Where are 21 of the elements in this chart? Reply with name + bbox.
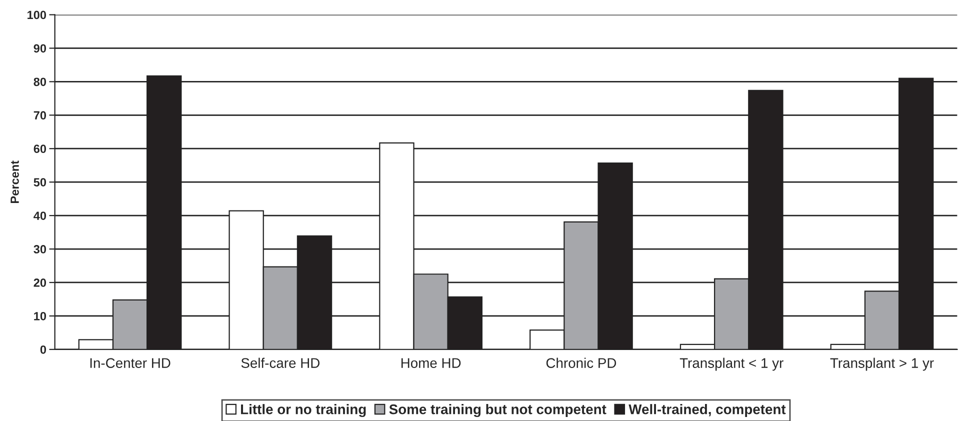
x-tick-label: Home HD <box>401 358 461 368</box>
y-tick-label: 60 <box>34 144 46 154</box>
legend-label: Some training but not competent <box>389 404 606 418</box>
x-tick-label: Transplant < 1 yr <box>680 358 784 371</box>
x-tick-label: Self-care HD <box>241 358 320 368</box>
y-tick-label: 20 <box>34 278 46 287</box>
y-tick-label: 70 <box>34 111 46 120</box>
x-tick-label: Chronic PD <box>546 358 616 368</box>
y-tick-label: 40 <box>34 212 46 220</box>
y-tick-label: 80 <box>34 78 46 86</box>
y-tick-label: 0 <box>40 345 46 354</box>
legend-label: Little or no training <box>241 404 366 418</box>
y-tick-label: 90 <box>34 44 46 53</box>
y-tick-label: 10 <box>34 312 46 320</box>
y-tick-label: 100 <box>28 10 46 20</box>
x-tick-label: Transplant > 1 yr <box>830 358 934 371</box>
legend-label: Well-trained, competent <box>628 404 786 417</box>
y-tick-label: 50 <box>34 178 46 186</box>
y-axis-title: Percent <box>10 160 19 203</box>
x-tick-label: In-Center HD <box>90 358 170 368</box>
y-tick-label: 30 <box>34 245 46 254</box>
